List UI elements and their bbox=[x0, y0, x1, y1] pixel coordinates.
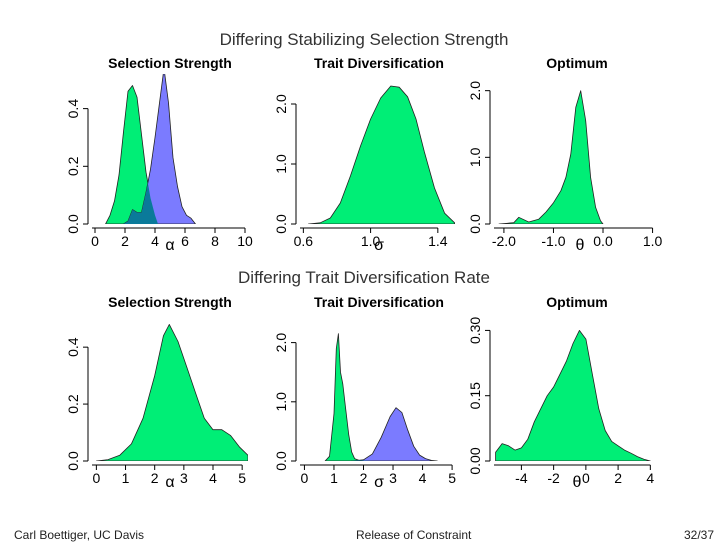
footer-author: Carl Boettiger, UC Davis bbox=[14, 528, 145, 542]
x-tick-label: 5 bbox=[448, 470, 456, 486]
y-tick-label: 0.2 bbox=[65, 394, 81, 414]
x-axis-label: σ bbox=[374, 237, 384, 254]
panel-4: Selection Strength 0 1 2 3 4 5 0.0 0.2 0.4 α bbox=[65, 294, 248, 491]
density-area-green bbox=[495, 330, 651, 461]
x-tick-label: 6 bbox=[181, 233, 189, 249]
x-tick-label: 10 bbox=[237, 233, 253, 249]
density-area-green bbox=[308, 85, 455, 224]
x-tick-label: 0.0 bbox=[593, 233, 613, 249]
x-tick-label: 8 bbox=[211, 233, 219, 249]
y-tick-label: 0.0 bbox=[65, 214, 81, 234]
x-tick-label: 2 bbox=[151, 470, 159, 486]
x-tick-label: 2 bbox=[360, 470, 368, 486]
x-tick-label: -4 bbox=[515, 470, 528, 486]
density-area-blue bbox=[351, 407, 438, 461]
y-tick-label: 1.0 bbox=[273, 154, 289, 174]
panel-title: Selection Strength bbox=[108, 294, 232, 310]
y-tick-label: 0.15 bbox=[467, 382, 483, 409]
footer-section: Release of Constraint bbox=[356, 528, 472, 542]
x-tick-label: 4 bbox=[419, 470, 427, 486]
y-tick-label: 2.0 bbox=[273, 333, 289, 353]
density-area-blue bbox=[123, 74, 196, 224]
y-tick-label: 0.2 bbox=[65, 156, 81, 176]
y-tick-label: 0.0 bbox=[273, 451, 289, 471]
x-axis-label: α bbox=[165, 474, 174, 491]
x-axis-label: σ bbox=[374, 474, 384, 491]
density-area-green bbox=[498, 90, 604, 224]
y-tick-label: 0.4 bbox=[65, 337, 81, 357]
x-tick-label: 4 bbox=[209, 470, 217, 486]
row-title-trait-diversification-rate: Differing Trait Diversification Rate bbox=[238, 268, 490, 287]
x-tick-label: 5 bbox=[238, 470, 246, 486]
x-tick-label: 2 bbox=[614, 470, 622, 486]
x-tick-label: 1.4 bbox=[428, 233, 448, 249]
panel-5: Trait Diversification 0 1 2 3 4 5 0.0 1.0 2.0 σ bbox=[273, 294, 456, 491]
x-axis-label: θ bbox=[573, 474, 582, 491]
x-tick-label: 2 bbox=[121, 233, 129, 249]
x-tick-label: 0 bbox=[582, 470, 590, 486]
y-tick-label: 0.00 bbox=[467, 447, 483, 474]
y-tick-label: 0.0 bbox=[65, 451, 81, 471]
y-tick-label: 0.0 bbox=[273, 214, 289, 234]
slide-footer: Carl Boettiger, UC Davis Release of Cons… bbox=[0, 524, 728, 546]
x-tick-label: -2.0 bbox=[492, 233, 516, 249]
x-tick-label: 0 bbox=[91, 233, 99, 249]
footer-page: 32/37 bbox=[683, 528, 714, 542]
panel-3: Optimum -2.0 -1.0 0.0 1.0 0.0 1.0 2.0 θ bbox=[467, 55, 663, 254]
density-area-green bbox=[96, 324, 248, 461]
density-area-green bbox=[324, 333, 373, 461]
x-tick-label: 0 bbox=[92, 470, 100, 486]
x-tick-label: 0 bbox=[301, 470, 309, 486]
x-tick-label: 1.0 bbox=[361, 233, 381, 249]
y-tick-label: 2.0 bbox=[467, 81, 483, 101]
panel-6: Optimum -4 -2 0 2 4 0.00 0.15 0.30 θ bbox=[467, 294, 654, 491]
x-tick-label: 3 bbox=[180, 470, 188, 486]
panel-title: Selection Strength bbox=[108, 55, 232, 71]
y-tick-label: 1.0 bbox=[467, 147, 483, 167]
panel-1: Selection Strength 0 2 4 6 8 10 0.0 0.2 0.4 α bbox=[65, 55, 253, 254]
panel-2: Trait Diversification 0.6 1.0 1.4 0.0 1.0 2.0 σ bbox=[273, 55, 455, 254]
x-tick-label: 1 bbox=[122, 470, 130, 486]
x-tick-label: 4 bbox=[151, 233, 159, 249]
x-tick-label: 1 bbox=[330, 470, 338, 486]
x-tick-label: 0.6 bbox=[294, 233, 314, 249]
x-tick-label: 4 bbox=[646, 470, 654, 486]
y-tick-label: 0.0 bbox=[467, 214, 483, 234]
y-tick-label: 2.0 bbox=[273, 94, 289, 114]
panel-title: Optimum bbox=[546, 294, 607, 310]
x-tick-label: -2 bbox=[547, 470, 560, 486]
x-tick-label: 1.0 bbox=[643, 233, 663, 249]
y-tick-label: 0.4 bbox=[65, 99, 81, 119]
y-tick-label: 1.0 bbox=[273, 392, 289, 412]
x-axis-label: θ bbox=[576, 237, 585, 254]
panel-title: Optimum bbox=[546, 55, 607, 71]
y-tick-label: 0.30 bbox=[467, 317, 483, 344]
x-tick-label: 3 bbox=[389, 470, 397, 486]
panel-title: Trait Diversification bbox=[314, 294, 444, 310]
row-title-selection-strength: Differing Stabilizing Selection Strength bbox=[219, 30, 509, 49]
x-axis-label: α bbox=[165, 237, 174, 254]
x-tick-label: -1.0 bbox=[541, 233, 565, 249]
panel-title: Trait Diversification bbox=[314, 55, 444, 71]
